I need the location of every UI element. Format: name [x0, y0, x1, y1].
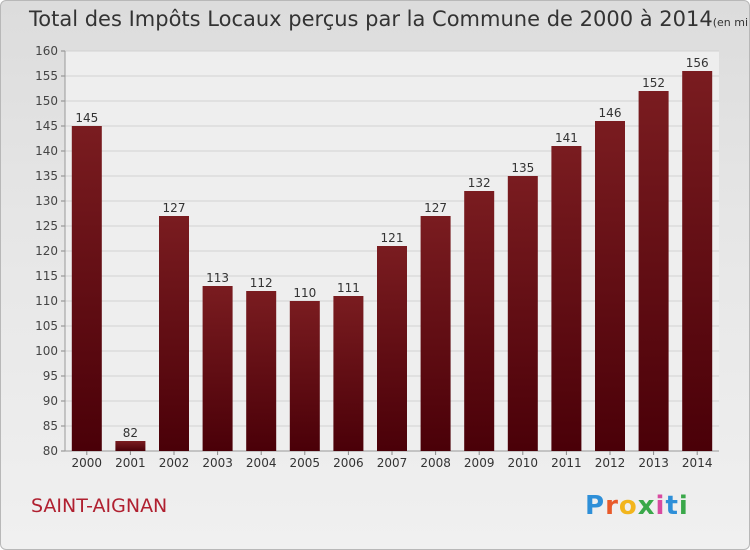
chart-title: Total des Impôts Locaux perçus par la Co…	[29, 7, 749, 31]
x-tick-label: 2000	[72, 456, 103, 470]
data-label: 146	[599, 106, 622, 120]
bar	[159, 216, 189, 451]
data-label: 112	[250, 276, 273, 290]
x-tick-label: 2002	[159, 456, 190, 470]
y-tick-label: 150	[35, 94, 58, 108]
logo-letter: i	[655, 491, 666, 521]
y-tick-label: 80	[43, 444, 58, 458]
bar	[333, 296, 364, 451]
data-label: 135	[511, 161, 534, 175]
bar	[682, 71, 713, 451]
data-label: 113	[206, 271, 229, 285]
bar	[420, 216, 451, 451]
x-tick-label: 2006	[333, 456, 364, 470]
y-tick-label: 90	[43, 394, 58, 408]
bar	[464, 191, 495, 451]
proxiti-logo: Proxiti	[585, 491, 689, 521]
y-tick-label: 155	[35, 69, 58, 83]
x-tick-label: 2010	[508, 456, 539, 470]
x-tick-label: 2014	[682, 456, 713, 470]
data-label: 121	[381, 231, 404, 245]
bar	[289, 301, 320, 451]
x-tick-label: 2013	[638, 456, 669, 470]
data-label: 111	[337, 281, 360, 295]
x-tick-label: 2008	[420, 456, 451, 470]
bar	[551, 146, 582, 451]
y-tick-label: 135	[35, 169, 58, 183]
bar	[595, 121, 625, 451]
logo-letter: P	[585, 491, 606, 521]
y-tick-label: 95	[43, 369, 58, 383]
x-tick-label: 2003	[202, 456, 233, 470]
commune-name: SAINT-AIGNAN	[31, 495, 168, 517]
data-label: 110	[293, 286, 316, 300]
x-tick-label: 2007	[377, 456, 408, 470]
unit-label: (en milliers d'€)	[712, 16, 749, 29]
bar	[71, 126, 102, 451]
bar	[377, 246, 407, 451]
x-tick-label: 2009	[464, 456, 495, 470]
y-tick-label: 160	[35, 44, 58, 58]
y-tick-label: 145	[35, 119, 58, 133]
x-tick-label: 2011	[551, 456, 582, 470]
data-label: 127	[424, 201, 447, 215]
x-tick-label: 2001	[115, 456, 146, 470]
logo-letter: o	[618, 491, 638, 521]
y-tick-label: 100	[35, 344, 58, 358]
y-tick-label: 115	[35, 269, 58, 283]
logo-letter: x	[637, 491, 656, 521]
y-tick-label: 105	[35, 319, 58, 333]
bar	[246, 291, 277, 451]
logo-letter: i	[678, 491, 689, 521]
logo-letter: t	[665, 491, 679, 521]
title-text: Total des Impôts Locaux perçus par la Co…	[29, 7, 713, 31]
x-tick-label: 2005	[290, 456, 321, 470]
data-label: 141	[555, 131, 578, 145]
y-tick-label: 85	[43, 419, 58, 433]
data-label: 132	[468, 176, 491, 190]
data-label: 145	[75, 111, 98, 125]
data-label: 156	[686, 56, 709, 70]
bar	[507, 176, 538, 451]
data-label: 152	[642, 76, 665, 90]
x-tick-label: 2012	[595, 456, 626, 470]
y-tick-label: 130	[35, 194, 58, 208]
y-tick-label: 110	[35, 294, 58, 308]
data-label: 82	[123, 426, 138, 440]
x-tick-label: 2004	[246, 456, 277, 470]
data-label: 127	[163, 201, 186, 215]
logo-letter: r	[605, 491, 619, 521]
y-tick-label: 120	[35, 244, 58, 258]
bar	[638, 91, 669, 451]
bar	[115, 441, 146, 451]
y-tick-label: 125	[35, 219, 58, 233]
bar	[202, 286, 233, 451]
y-tick-label: 140	[35, 144, 58, 158]
